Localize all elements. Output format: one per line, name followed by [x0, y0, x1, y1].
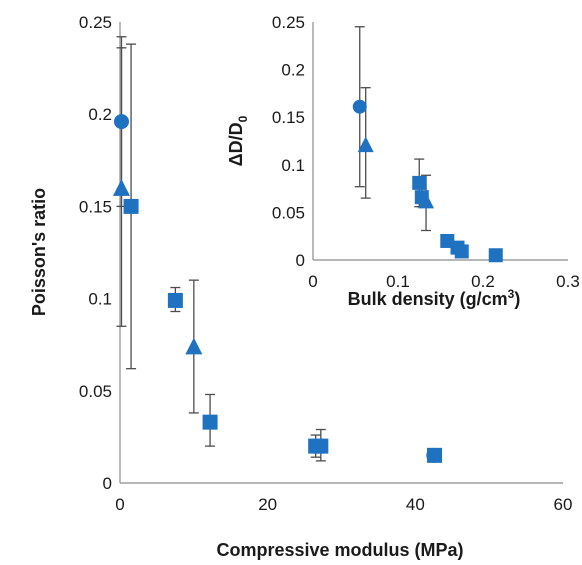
inset-square-point [412, 175, 427, 190]
inset-error-bars [354, 26, 501, 257]
inset-y-tick-label: 0.25 [272, 13, 305, 32]
main-x-tick-label: 40 [406, 495, 425, 514]
main-y-tick-label: 0 [103, 474, 112, 493]
inset-y-axis-label: ΔD/D0 [226, 115, 250, 166]
inset-x-tick-label: 0.2 [471, 272, 495, 291]
inset-y-tick-labels: 0 0.05 0.1 0.15 0.2 0.25 [272, 13, 305, 270]
inset-x-label-main: Bulk density (g/cm [348, 289, 508, 309]
main-markers [112, 114, 443, 463]
inset-square-point [414, 190, 429, 205]
inset-square-point [454, 244, 469, 259]
main-x-tick-label: 0 [115, 495, 124, 514]
inset-x-tick-label: 0.3 [556, 272, 580, 291]
inset-y-label-sub: 0 [236, 115, 250, 122]
main-x-axis-label: Compressive modulus (MPa) [216, 540, 463, 560]
main-square-point [167, 292, 183, 308]
main-circle-point [113, 114, 129, 130]
main-error-bars [116, 36, 440, 462]
main-y-tick-label: 0.1 [88, 290, 112, 309]
inset-square-point [488, 248, 503, 263]
inset-x-label-sup: 3 [508, 287, 515, 301]
main-x-tick-labels: 0 20 40 60 [115, 495, 572, 514]
main-y-axis-label: Poisson's ratio [29, 188, 49, 316]
main-square-point [202, 414, 218, 430]
main-square-point [427, 447, 443, 463]
inset-y-tick-label: 0.05 [272, 203, 305, 222]
main-y-tick-label: 0.15 [79, 197, 112, 216]
main-x-tick-label: 60 [554, 495, 573, 514]
inset-markers [352, 99, 503, 263]
main-triangle-point [185, 337, 203, 355]
main-triangle-point [112, 179, 130, 196]
main-y-tick-label: 0.05 [79, 382, 112, 401]
inset-x-label-close: ) [514, 289, 520, 309]
inset-y-label-main: ΔD/D [226, 122, 246, 166]
inset-y-tick-label: 0.1 [281, 156, 305, 175]
inset-x-axis-label: Bulk density (g/cm3) [348, 287, 521, 309]
main-y-tick-labels: 0 0.05 0.1 0.15 0.2 0.25 [79, 13, 112, 493]
inset-x-tick-labels: 0 0.1 0.2 0.3 [308, 272, 580, 291]
main-square-point [123, 198, 139, 214]
main-y-tick-label: 0.2 [88, 105, 112, 124]
inset-triangle-point [357, 136, 374, 153]
inset-x-tick-label: 0 [308, 272, 317, 291]
main-y-tick-label: 0.25 [79, 13, 112, 32]
inset-y-tick-label: 0.15 [272, 108, 305, 127]
main-square-point [313, 438, 329, 454]
inset-y-tick-label: 0 [296, 251, 305, 270]
main-x-tick-label: 20 [258, 495, 277, 514]
inset-x-tick-label: 0.1 [386, 272, 410, 291]
inset-chart: 0 0.05 0.1 0.15 0.2 0.25 0 0.1 0.2 0.3 Bulk dens… [226, 13, 580, 309]
main-chart: 0 0.05 0.1 0.15 0.2 0.25 0 20 40 60 Compressive … [29, 13, 572, 560]
inset-y-tick-label: 0.2 [281, 61, 305, 80]
inset-circle-point [352, 99, 367, 114]
